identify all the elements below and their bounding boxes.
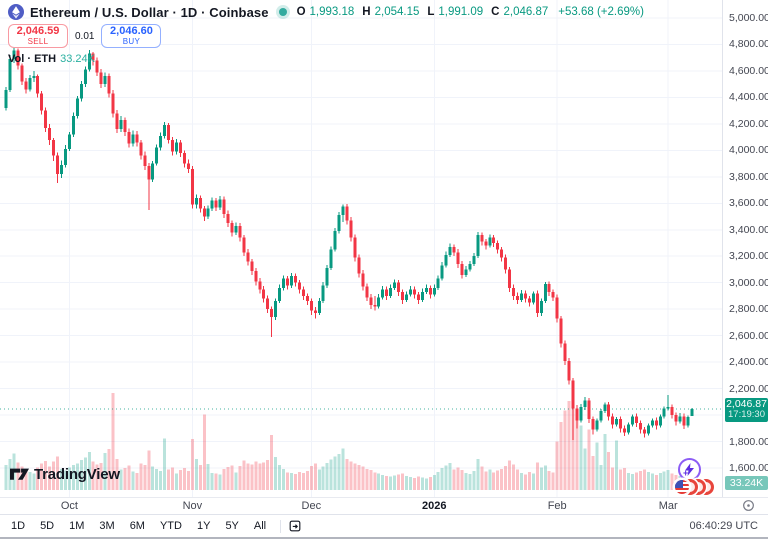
go-to-date-icon[interactable] xyxy=(288,519,302,533)
price-tick-label: 3,800.00 xyxy=(729,170,768,183)
time-tick-label: 2026 xyxy=(422,500,447,512)
price-tick-label: 4,400.00 xyxy=(729,91,768,104)
price-tick-label: 4,200.00 xyxy=(729,117,768,130)
price-tick-label: 4,800.00 xyxy=(729,38,768,51)
last-price-badge: 2,046.87 17:19:30 xyxy=(725,397,768,422)
plus-icon: + xyxy=(683,468,689,478)
time-tick-label: Dec xyxy=(301,500,322,512)
range-button-1d[interactable]: 1D xyxy=(4,518,32,534)
price-axis[interactable]: 2,046.87 17:19:30 33.24K 5,000.00 4,800.0… xyxy=(722,0,768,497)
volume-legend-label: Vol · ETH xyxy=(8,53,57,65)
reaction-bubbles-icon[interactable] xyxy=(674,479,714,495)
last-price-value: 2,046.87 xyxy=(726,397,767,410)
tradingview-logo-icon xyxy=(10,468,29,480)
range-button-3m[interactable]: 3M xyxy=(92,518,121,534)
change-value: +53.68 (+2.69%) xyxy=(558,6,644,18)
range-button-1y[interactable]: 1Y xyxy=(190,518,217,534)
range-button-1m[interactable]: 1M xyxy=(62,518,91,534)
volume-legend[interactable]: Vol · ETH 33.24K xyxy=(8,53,95,65)
price-tick-label: 5,000.00 xyxy=(729,12,768,24)
lightning-boost-icon[interactable]: + xyxy=(678,458,701,481)
sell-label: SELL xyxy=(27,37,49,46)
price-tick-label: 2,800.00 xyxy=(729,303,768,316)
price-tick-label: 3,200.00 xyxy=(729,250,768,263)
utc-clock[interactable]: 06:40:29 UTC xyxy=(689,520,758,532)
buy-price: 2,046.60 xyxy=(110,25,153,37)
spread-value: 0.01 xyxy=(75,30,95,42)
volume-legend-value: 33.24K xyxy=(60,53,95,65)
range-button-5d[interactable]: 5D xyxy=(33,518,61,534)
low-label: L xyxy=(427,6,435,18)
price-tick-label: 4,600.00 xyxy=(729,64,768,77)
price-tick-label: 3,000.00 xyxy=(729,276,768,289)
open-value: 1,993.18 xyxy=(309,6,355,18)
range-button-6m[interactable]: 6M xyxy=(123,518,152,534)
trade-widget: 2,046.59 SELL 0.01 2,046.60 BUY xyxy=(8,24,162,48)
lightning-bolt-icon xyxy=(685,463,694,476)
symbol-header: Ethereum / U.S. Dollar · 1D · Coinbase O… xyxy=(8,4,644,20)
high-label: H xyxy=(362,6,371,18)
price-chart-canvas[interactable] xyxy=(0,0,722,497)
ohlc-values: O 1,993.18 H 2,054.15 L 1,991.09 C 2,046… xyxy=(297,6,644,18)
price-tick-label: 1,600.00 xyxy=(729,462,768,474)
time-tick-label: Feb xyxy=(547,500,567,512)
time-axis[interactable]: Oct Nov Dec 2026 Feb Mar xyxy=(0,497,768,514)
open-label: O xyxy=(296,6,306,18)
range-button-5y[interactable]: 5Y xyxy=(218,518,245,534)
low-value: 1,991.09 xyxy=(438,6,484,18)
price-tick-label: 2,200.00 xyxy=(729,382,768,395)
tradingview-logo-text: TradingView xyxy=(34,466,120,483)
price-tick-label: 3,400.00 xyxy=(729,223,768,236)
range-button-ytd[interactable]: YTD xyxy=(153,518,189,534)
close-value: 2,046.87 xyxy=(503,6,549,18)
axis-settings-icon[interactable] xyxy=(742,499,755,517)
time-tick-label: Mar xyxy=(658,500,678,512)
time-tick-label: Nov xyxy=(182,500,203,512)
volume-badge: 33.24K xyxy=(725,476,768,490)
price-tick-label: 1,800.00 xyxy=(729,435,768,448)
price-tick-label: 3,600.00 xyxy=(729,197,768,210)
tradingview-logo[interactable]: TradingView xyxy=(10,466,120,483)
bar-countdown: 17:19:30 xyxy=(728,408,765,420)
symbol-title[interactable]: Ethereum / U.S. Dollar · 1D · Coinbase xyxy=(30,4,269,20)
range-buttons: 1D 5D 1M 3M 6M YTD 1Y 5Y All xyxy=(4,518,302,534)
price-tick-label: 2,600.00 xyxy=(729,329,768,342)
price-tick-label: 4,000.00 xyxy=(729,144,768,157)
buy-button[interactable]: 2,046.60 BUY xyxy=(101,24,162,48)
price-tick-label: 2,400.00 xyxy=(729,356,768,369)
range-button-all[interactable]: All xyxy=(247,518,273,534)
time-tick-label: Oct xyxy=(60,500,78,512)
sell-price: 2,046.59 xyxy=(16,25,60,37)
buy-label: BUY xyxy=(122,37,141,46)
floating-badges: + xyxy=(668,458,720,498)
sell-button[interactable]: 2,046.59 SELL xyxy=(8,24,68,48)
bottom-toolbar: 1D 5D 1M 3M 6M YTD 1Y 5Y All 06:40:29 UTC xyxy=(0,514,768,537)
toolbar-divider xyxy=(280,519,282,533)
market-status-icon[interactable] xyxy=(278,8,287,16)
ethereum-logo-icon xyxy=(8,4,24,20)
high-value: 2,054.15 xyxy=(374,6,420,18)
flag-bubble-icon xyxy=(674,479,690,495)
close-label: C xyxy=(491,6,500,18)
